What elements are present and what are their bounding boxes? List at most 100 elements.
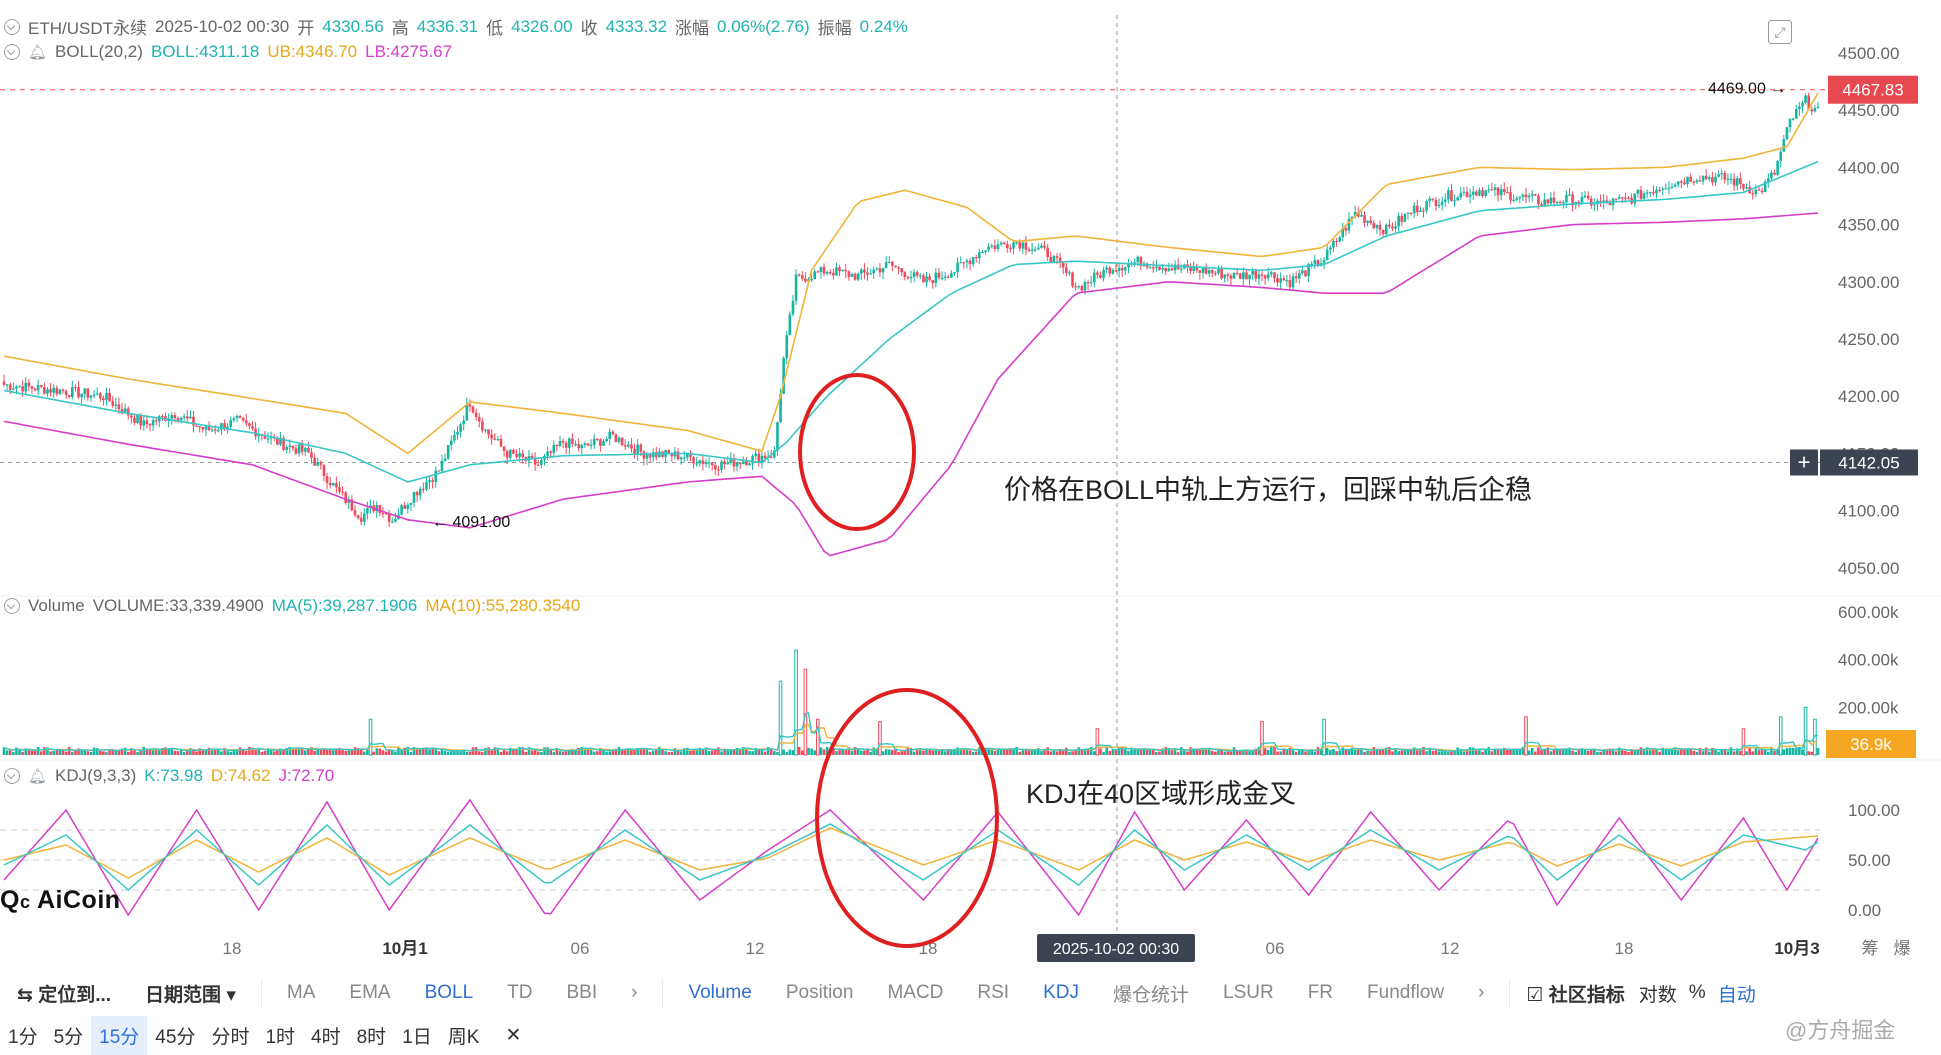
volume-bar [80,749,83,755]
volume-bar [434,749,438,755]
volume-bar [1589,749,1593,755]
volume-bar [1403,748,1407,755]
bell-icon[interactable]: 🔔︎ [28,768,48,785]
candle-body [394,519,397,522]
volume-bar [111,748,115,755]
volume-bar [1210,750,1214,755]
timeframe-1d[interactable]: 1日 [402,1026,432,1048]
candle-body [1801,102,1804,107]
timeframe-4h[interactable]: 4时 [311,1026,341,1048]
candle-body [1412,205,1416,214]
boll-name[interactable]: BOLL(20,2) [55,42,143,61]
candle-body [1238,273,1242,279]
timeframe-timeshare[interactable]: 分时 [211,1026,250,1048]
candle-body [881,268,885,273]
log-toggle[interactable]: 对数 [1638,984,1677,1006]
volume-bar [605,751,608,755]
candle-body [1226,274,1230,276]
collapse-icon[interactable] [4,598,20,614]
main-indicator-bbi[interactable]: BBI [566,982,598,1003]
volume-bar [1624,750,1627,755]
volume-bar [990,748,994,755]
sub-indicator-kdj[interactable]: KDJ [1043,982,1079,1003]
candle-body [1509,191,1512,201]
volume-bar [1372,747,1376,755]
volume-bar [1297,750,1301,755]
timeframe-1m[interactable]: 1分 [8,1026,38,1048]
main-indicator-ema[interactable]: EMA [349,982,391,1003]
sub-indicator-volume[interactable]: Volume [688,982,752,1003]
main-indicator-ma[interactable]: MA [286,982,316,1003]
fullscreen-icon[interactable]: ⤢ [1768,20,1792,44]
timeframe-8h[interactable]: 8时 [356,1026,387,1048]
main-indicator-boll[interactable]: BOLL [424,982,474,1003]
percent-toggle[interactable]: % [1688,982,1706,1003]
timeframe-1h[interactable]: 1时 [265,1026,296,1048]
collapse-icon[interactable] [4,44,20,60]
volume-bar [533,750,537,755]
candle-body [381,512,385,515]
volume-bar [689,750,692,755]
candle-body [1015,242,1018,244]
volume-bar [372,751,375,755]
price-annotation: 价格在BOLL中轨上方运行，回踩中轨后企稳 [1004,475,1533,505]
candle-body [1111,270,1115,274]
volume-bar [1782,749,1786,755]
volume-bar [325,749,329,755]
kdj-tick-label: 50.00 [1848,851,1891,870]
candle-body [61,389,65,392]
sub-indicator-position[interactable]: Position [785,982,854,1003]
volume-bar [1518,748,1522,755]
collapse-icon[interactable] [4,768,20,784]
auto-toggle[interactable]: 自动 [1717,984,1756,1006]
candle-body [583,443,587,445]
main-indicator-td[interactable]: TD [507,982,533,1003]
candle-body [1046,247,1049,257]
candle-body [1751,193,1755,195]
candle-body [1065,267,1068,273]
volume-bar [1425,751,1428,755]
candle-body [462,420,466,425]
sub-indicator-macd[interactable]: MACD [887,982,944,1003]
chart-canvas[interactable]: 4500.00 4450.00 4400.00 4350.00 4300.00 4250.… [0,0,1941,970]
chevron-right-icon[interactable]: › [631,982,638,1003]
volume-bar [564,751,568,755]
close-icon[interactable]: ✕ [505,1024,522,1046]
sub-indicator-fundflow[interactable]: Fundflow [1367,982,1445,1003]
kdj-name[interactable]: KDJ(9,3,3) [55,766,137,785]
community-indicators-button[interactable]: ☑ 社区指标 [1526,984,1625,1006]
volume-bar [1167,747,1171,755]
date-range-button[interactable]: 日期范围 ▾ [145,984,236,1006]
sub-indicator-lsur[interactable]: LSUR [1223,982,1274,1003]
volume-bar [1108,750,1112,755]
candle-body [611,431,615,435]
volume-bar [192,749,195,755]
bell-icon[interactable]: 🔔︎ [28,44,48,61]
timeframe-week[interactable]: 周K [447,1026,480,1048]
timeframe-45m[interactable]: 45分 [155,1026,196,1048]
timeframe-5m[interactable]: 5分 [53,1026,84,1048]
sub-indicator-liquidation[interactable]: 爆仓统计 [1112,984,1189,1006]
volume-bar [49,751,52,755]
candle-body [282,437,285,450]
volume-name[interactable]: Volume [28,596,85,615]
sub-indicator-fr[interactable]: FR [1307,982,1334,1003]
candle-body [1096,272,1099,275]
locate-button[interactable]: ⇆ 定位到... [17,984,112,1006]
sub-indicator-rsi[interactable]: RSI [977,982,1010,1003]
price-tick-label: 4400.00 [1838,158,1899,177]
candle-body [1406,212,1410,214]
candle-body [1530,194,1534,196]
candle-body [353,510,357,516]
chevron-right-icon[interactable]: › [1478,982,1485,1003]
volume-bar [182,752,186,755]
volume-bar [170,748,174,755]
price-tick-label: 4350.00 [1838,216,1899,235]
volume-bar [1810,751,1814,755]
change-value: 0.06%(2.76) [717,16,810,36]
timeframe-15m[interactable]: 15分 [91,1015,148,1055]
volume-bar [1018,751,1022,755]
collapse-icon[interactable] [4,18,20,35]
candle-body [1266,274,1270,279]
candle-body [248,423,251,427]
